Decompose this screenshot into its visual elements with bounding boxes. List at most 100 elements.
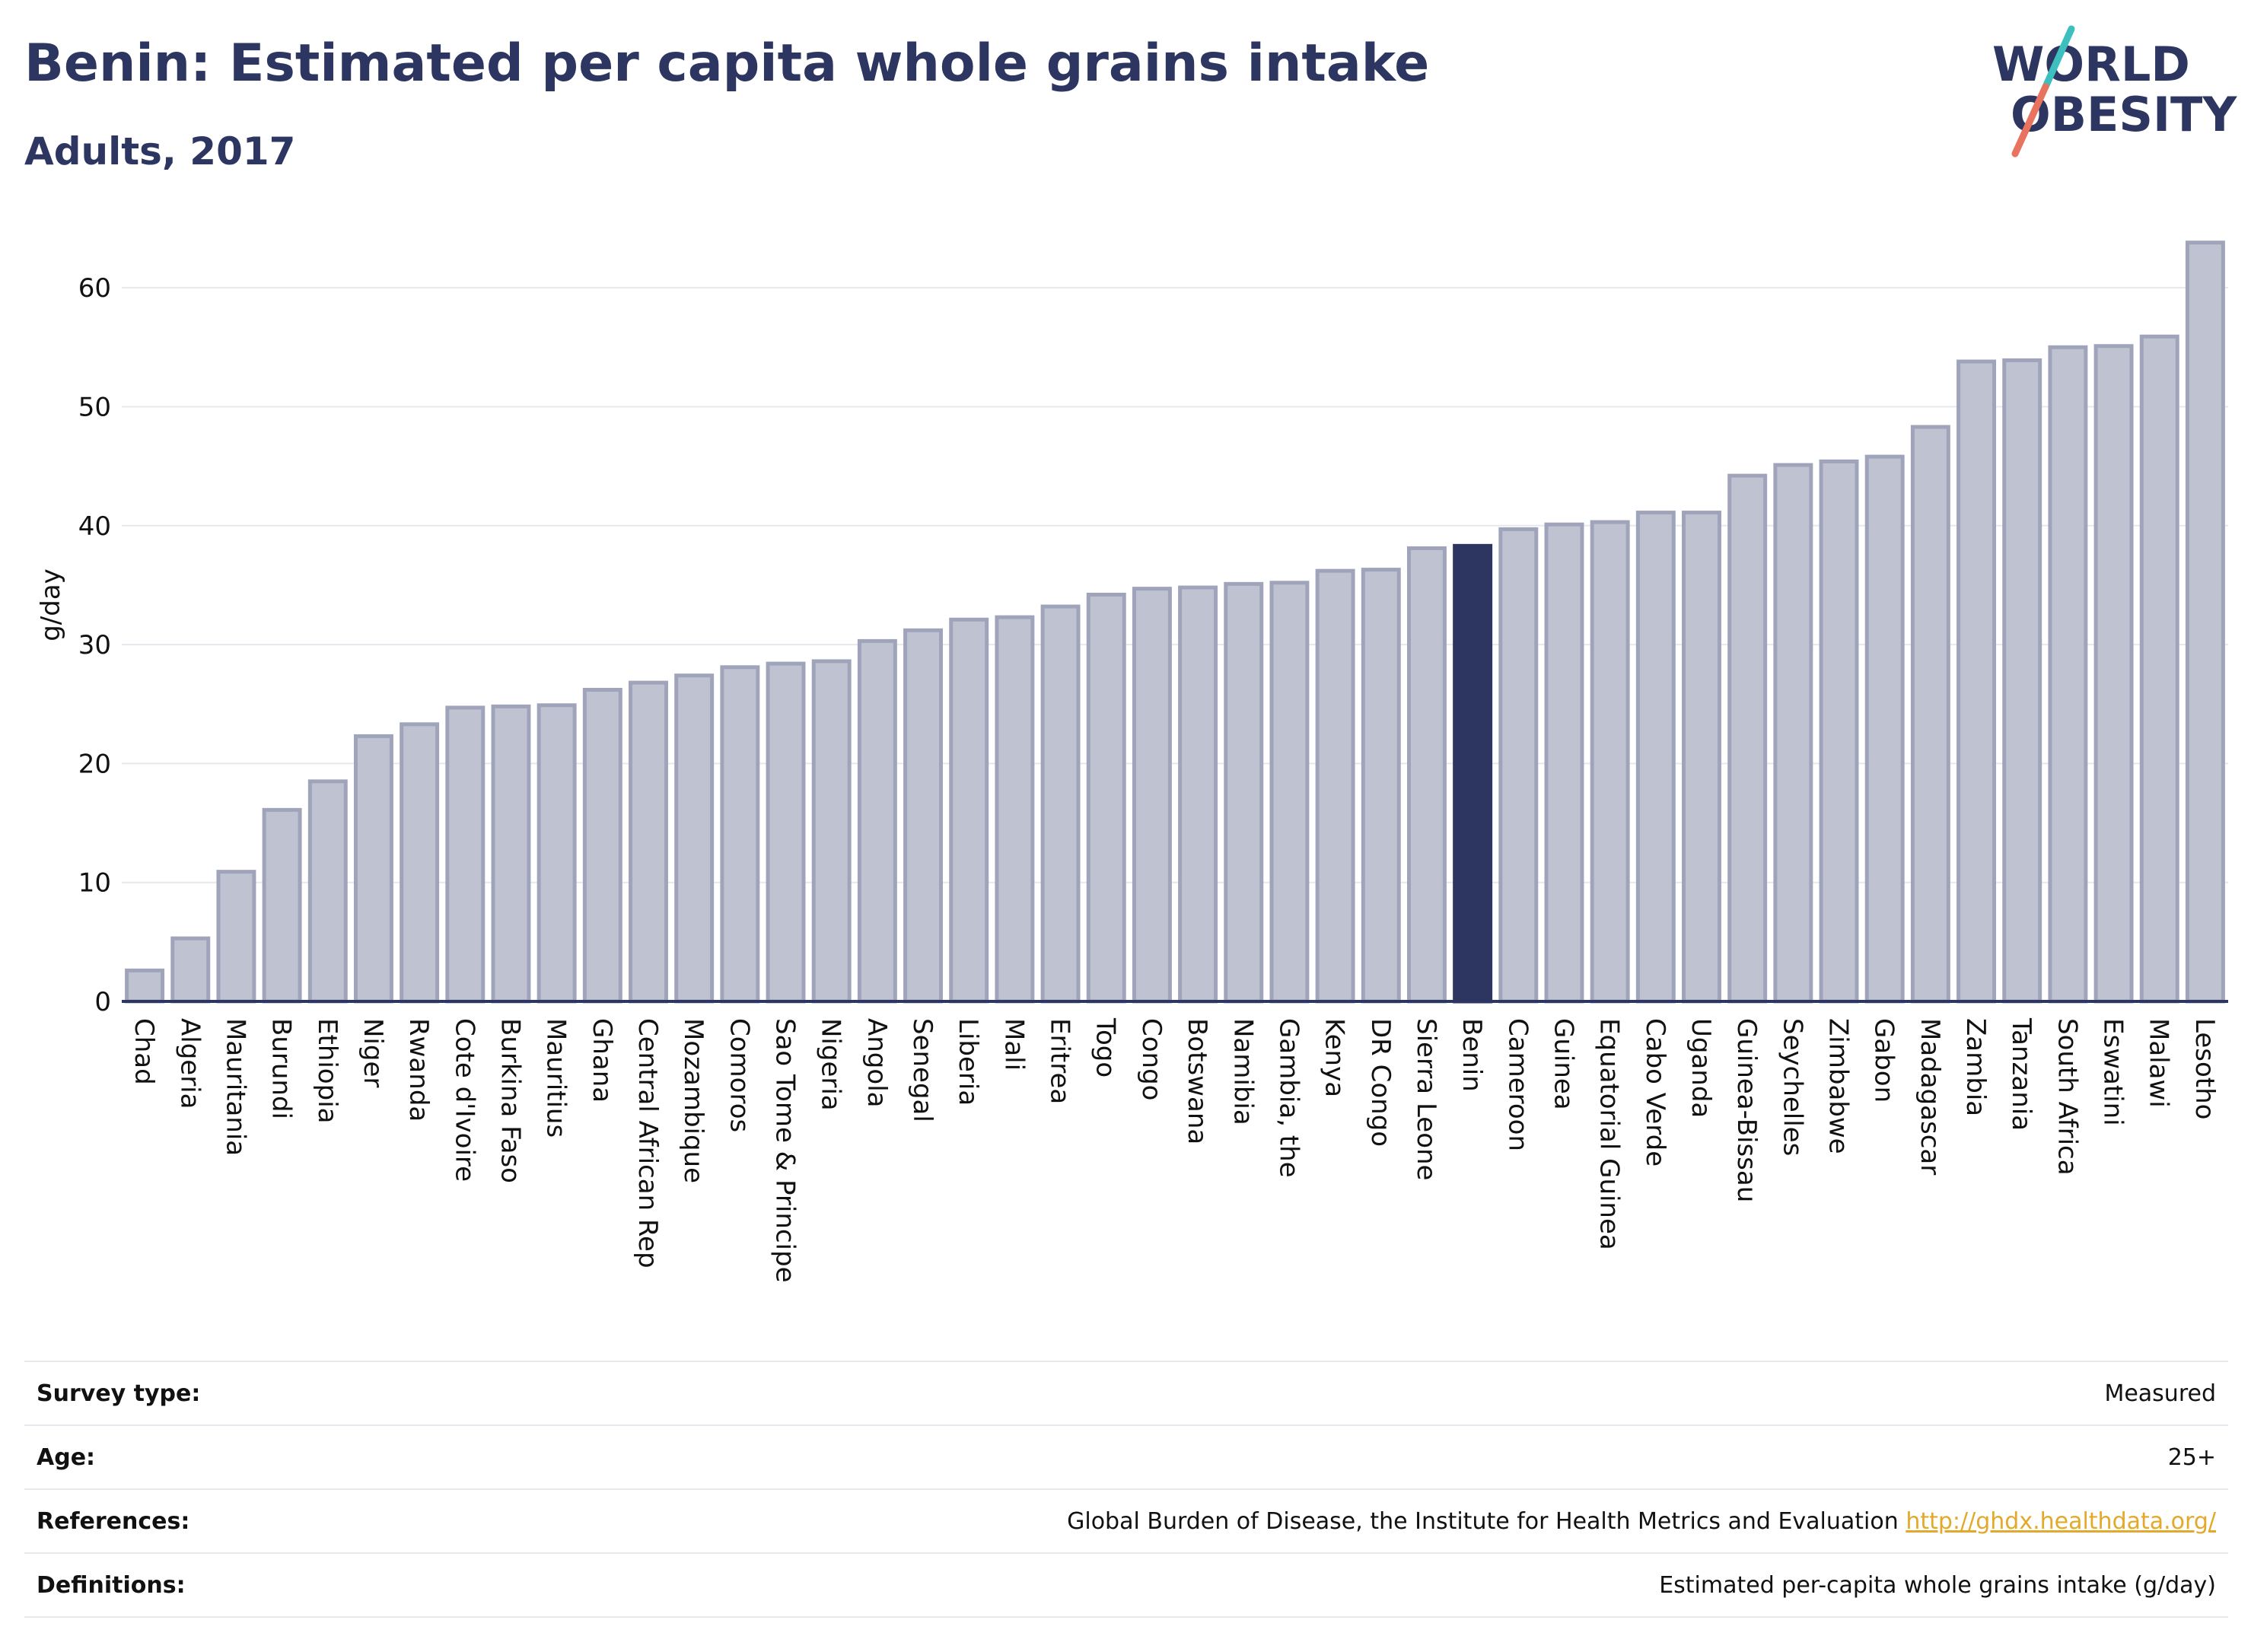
bar-sao-tome-principe [766, 661, 806, 1004]
survey-type-label: Survey type: [24, 1361, 686, 1425]
bar-eswatini [2093, 344, 2134, 1004]
x-tick-label: Mali [998, 1018, 1029, 1071]
bar-madagascar [1910, 425, 1950, 1004]
x-tick-label: Ethiopia [312, 1018, 342, 1123]
logo-text-world: WORLD [1992, 37, 2190, 92]
x-tick-label: Mauritania [220, 1018, 250, 1156]
bar-algeria [170, 936, 211, 1004]
bar-benin [1453, 543, 1493, 1004]
x-tick-label: Burkina Faso [495, 1018, 525, 1183]
bar-angola [857, 638, 897, 1004]
x-tick-label: Niger [358, 1018, 388, 1087]
x-tick-label: Rwanda [403, 1018, 434, 1122]
info-row-age: Age: 25+ [24, 1424, 2228, 1489]
x-tick-label: Senegal [907, 1018, 938, 1122]
x-tick-label: Botswana [1182, 1018, 1212, 1144]
bars [125, 240, 2225, 1004]
bar-congo [1132, 587, 1172, 1004]
x-tick-label: South Africa [2052, 1018, 2082, 1176]
info-table: Survey type: Measured Age: 25+ Reference… [24, 1361, 2228, 1618]
bar-eritrea [1040, 604, 1081, 1004]
y-tick-label: 0 [94, 987, 111, 1017]
bar-dr-congo [1361, 568, 1401, 1004]
x-tick-label: Angola [861, 1018, 892, 1107]
x-tick-label: DR Congo [1365, 1018, 1396, 1147]
y-tick-label: 30 [78, 630, 111, 660]
x-tick-label: Cabo Verde [1640, 1018, 1670, 1167]
bar-mauritius [536, 703, 577, 1004]
bar-mauritania [216, 870, 256, 1004]
bar-mozambique [674, 673, 715, 1004]
info-row-survey-type: Survey type: Measured [24, 1361, 2228, 1425]
bar-comoros [720, 665, 760, 1004]
x-tick-label: Lesotho [2189, 1018, 2220, 1119]
logo-slash-teal [2042, 25, 2075, 91]
world-obesity-logo: WORLD OBESITY [1992, 25, 2237, 158]
x-tick-label: Tanzania [2006, 1017, 2036, 1131]
age-value: 25+ [685, 1424, 2228, 1489]
bar-nigeria [811, 659, 852, 1004]
x-tick-labels: Chad Algeria Mauritania Burundi Ethiopia Nige… [129, 1017, 2220, 1283]
x-tick-label: Cameroon [1502, 1018, 1533, 1151]
x-tick-label: Malawi [2144, 1018, 2174, 1108]
x-tick-label: Cote d'Ivoire [449, 1018, 479, 1182]
x-tick-label: Burundi [266, 1018, 297, 1119]
y-tick-label: 10 [78, 868, 111, 899]
x-tick-label: Nigeria [816, 1018, 846, 1111]
survey-type-value: Measured [685, 1361, 2228, 1425]
bar-seychelles [1773, 463, 1813, 1004]
bar-rwanda [400, 722, 440, 1004]
x-tick-label: Central African Rep [632, 1018, 663, 1268]
x-tick-label: Uganda [1686, 1018, 1716, 1118]
x-tick-label: Gambia, the [1273, 1018, 1304, 1178]
bar-sierra-leone [1406, 546, 1447, 1004]
bar-burundi [262, 807, 302, 1004]
bar-equatorial-guinea [1590, 520, 1630, 1004]
x-tick-label: Eswatini [2098, 1018, 2128, 1126]
bar-liberia [949, 617, 989, 1004]
bar-guinea [1544, 522, 1584, 1004]
references-link[interactable]: http://ghdx.healthdata.org/ [1906, 1507, 2216, 1535]
logo-slash-coral [2011, 83, 2049, 158]
bar-central-african-rep [629, 680, 668, 1004]
references-value: Global Burden of Disease, the Institute … [1067, 1507, 1899, 1535]
bar-chart: 0 10 20 30 40 50 60 Chad Algeria Mauritania Burun… [36, 240, 2228, 1283]
info-row-definitions: Definitions: Estimated per-capita whole … [24, 1552, 2228, 1618]
x-tick-label: Namibia [1227, 1018, 1258, 1125]
age-label: Age: [24, 1424, 686, 1489]
x-tick-label: Comoros [724, 1018, 754, 1132]
x-tick-label: Liberia [953, 1018, 983, 1106]
bar-gambia-the [1269, 581, 1310, 1004]
x-tick-label: Ghana [587, 1018, 617, 1103]
bar-uganda [1682, 511, 1721, 1004]
x-tick-label: Equatorial Guinea [1594, 1018, 1625, 1250]
definitions-value: Estimated per-capita whole grains intake… [685, 1552, 2228, 1618]
x-tick-label: Mauritius [541, 1018, 572, 1138]
x-tick-label: Seychelles [1777, 1018, 1807, 1156]
bar-malawi [2139, 334, 2179, 1004]
bar-senegal [903, 628, 944, 1004]
x-tick-label: Guinea-Bissau [1731, 1018, 1762, 1202]
bar-kenya [1315, 568, 1355, 1004]
bar-lesotho [2185, 240, 2225, 1004]
info-row-references: References: Global Burden of Disease, th… [24, 1488, 2228, 1553]
x-tick-label: Madagascar [1915, 1018, 1945, 1175]
y-tick-label: 60 [78, 273, 111, 304]
x-tick-label: Algeria [174, 1018, 205, 1109]
x-tick-label: Togo [1090, 1017, 1121, 1077]
x-tick-label: Guinea [1548, 1018, 1578, 1110]
bar-cote-d-ivoire [445, 705, 486, 1004]
bar-tanzania [2002, 358, 2042, 1004]
bar-burkina-faso [491, 704, 531, 1004]
bar-niger [353, 734, 393, 1004]
y-tick-label: 20 [78, 749, 111, 779]
definitions-label: Definitions: [24, 1552, 686, 1618]
bar-chad [125, 968, 165, 1004]
x-tick-label: Sao Tome & Principe [770, 1018, 801, 1283]
x-tick-label: Congo [1136, 1018, 1167, 1100]
x-tick-label: Mozambique [678, 1018, 708, 1183]
x-tick-label: Zambia [1960, 1018, 1991, 1116]
bar-ethiopia [307, 779, 348, 1004]
bar-gabon [1864, 454, 1905, 1004]
axes: 0 10 20 30 40 50 60 [78, 273, 2228, 1017]
